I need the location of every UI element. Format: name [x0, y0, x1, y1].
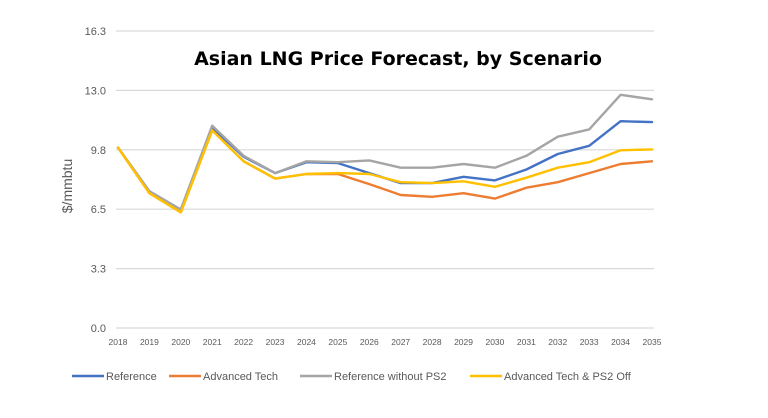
x-tick-label: 2019	[140, 337, 159, 347]
chart-title: Asian LNG Price Forecast, by Scenario	[194, 48, 602, 70]
x-tick-label: 2020	[171, 337, 190, 347]
legend-label: Reference	[106, 371, 157, 383]
x-tick-label: 2018	[109, 337, 128, 347]
x-tick-label: 2021	[203, 337, 222, 347]
y-axis-label: $/mmbtu	[59, 159, 75, 213]
legend-item: Reference	[72, 371, 157, 383]
x-tick-label: 2022	[234, 337, 253, 347]
legend: Reference Advanced Tech Reference without …	[72, 371, 632, 383]
series-line-advanced-tech-ps2-off	[116, 129, 654, 214]
legend-label: Reference without PS2	[334, 371, 447, 383]
y-tick-label: 16.3	[85, 26, 106, 38]
series-lines	[116, 93, 654, 214]
legend-item: Advanced Tech	[169, 371, 278, 383]
legend-label: Advanced Tech	[203, 371, 278, 383]
x-tick-label: 2027	[391, 337, 410, 347]
x-tick-label: 2026	[360, 337, 379, 347]
x-tick-label: 2025	[328, 337, 347, 347]
y-tick-label: 3.3	[91, 264, 106, 276]
legend-label: Advanced Tech & PS2 Off	[504, 371, 632, 383]
x-tick-label: 2033	[580, 337, 599, 347]
x-tick-label: 2028	[423, 337, 442, 347]
series-line-reference-without-ps2	[116, 93, 654, 211]
x-tick-label: 2030	[485, 337, 504, 347]
x-tick-label: 2034	[611, 337, 630, 347]
x-axis-ticks: 2018 2019 2020 2021 2022 2023 2024 2025 2026 2027…	[109, 337, 662, 347]
x-tick-label: 2032	[548, 337, 567, 347]
y-tick-label: 6.5	[91, 204, 106, 216]
y-tick-label: 9.8	[91, 145, 106, 157]
legend-item: Advanced Tech & PS2 Off	[470, 371, 632, 383]
legend-item: Reference without PS2	[300, 371, 447, 383]
x-tick-label: 2035	[643, 337, 662, 347]
y-tick-label: 0.0	[91, 323, 106, 335]
x-tick-label: 2029	[454, 337, 473, 347]
x-tick-label: 2031	[517, 337, 536, 347]
y-tick-label: 13.0	[85, 85, 106, 97]
x-tick-label: 2024	[297, 337, 316, 347]
x-tick-label: 2023	[266, 337, 285, 347]
y-axis-ticks: 0.0 3.3 6.5 9.8 13.0 16.3	[85, 26, 106, 335]
series-points	[117, 130, 653, 213]
